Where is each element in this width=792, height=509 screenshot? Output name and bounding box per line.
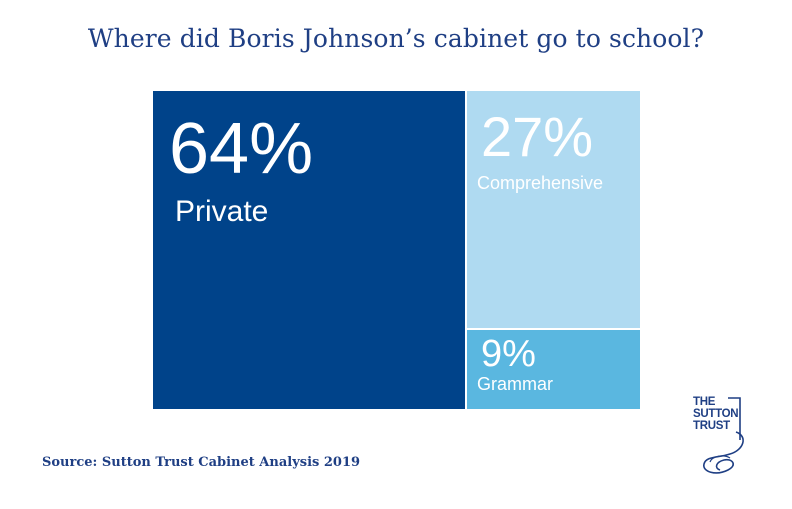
logo-line-sutton: SUTTON [693, 408, 739, 420]
treemap-chart: 64% Private 27% Comprehensive 9% Grammar [153, 91, 640, 409]
tile-value-grammar: 9% [481, 333, 536, 375]
logo-line-trust: TRUST [693, 420, 730, 432]
tile-label-comprehensive: Comprehensive [477, 173, 604, 193]
treemap-tile-comprehensive: 27% Comprehensive [467, 91, 640, 328]
source-note: Source: Sutton Trust Cabinet Analysis 20… [42, 455, 361, 470]
tile-label-private: Private [175, 195, 269, 228]
tile-value-private: 64% [169, 109, 314, 189]
logo-swirl-icon [703, 397, 744, 474]
treemap-tile-private: 64% Private [153, 91, 465, 409]
tile-label-grammar: Grammar [477, 374, 553, 394]
sutton-trust-logo: THE SUTTON TRUST [690, 396, 750, 478]
treemap-tile-grammar: 9% Grammar [467, 330, 640, 409]
logo-line-the: THE [693, 396, 716, 408]
chart-title: Where did Boris Johnson’s cabinet go to … [87, 24, 705, 53]
tile-value-comprehensive: 27% [481, 105, 594, 168]
